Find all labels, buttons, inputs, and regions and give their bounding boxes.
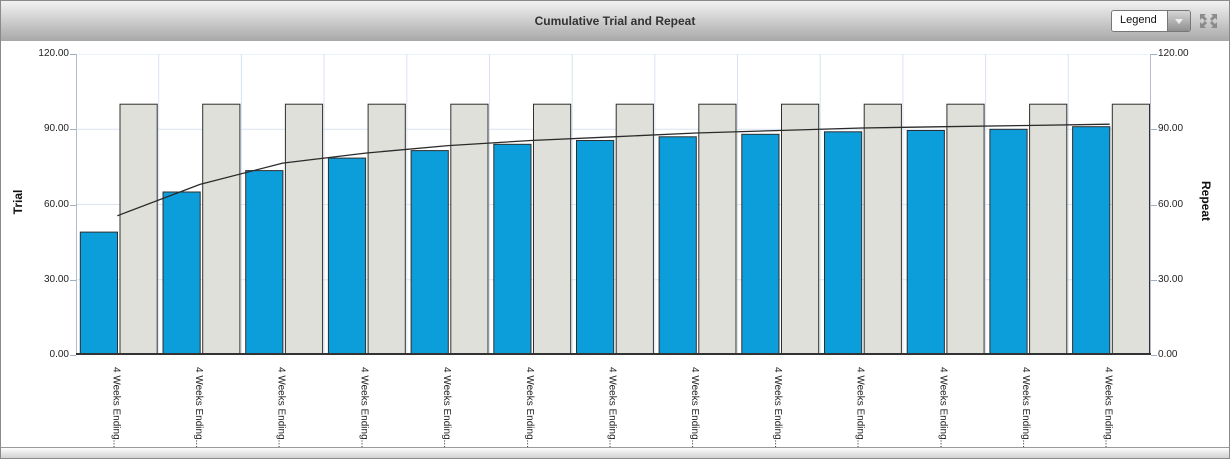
maximize-icon[interactable] (1199, 13, 1219, 30)
left-axis-tick-mark (70, 279, 76, 281)
trial-bar[interactable] (79, 231, 119, 355)
chart-header: Cumulative Trial and Repeat Legend (1, 1, 1229, 42)
repeat-bar[interactable] (863, 103, 902, 355)
repeat-bar[interactable] (698, 103, 737, 355)
legend-dropdown[interactable]: Legend (1111, 10, 1191, 32)
right-axis-tick-mark (1151, 355, 1157, 356)
x-axis-category-label: 4 Weeks Ending... (193, 367, 204, 448)
plot-svg (76, 54, 1151, 355)
x-axis-category-label: 4 Weeks Ending... (771, 367, 783, 448)
repeat-bar[interactable] (450, 103, 489, 355)
repeat-bar[interactable] (781, 103, 820, 355)
chevron-down-icon (1175, 18, 1183, 24)
line-series-line (117, 123, 1110, 217)
trial-bar[interactable] (162, 191, 201, 355)
x-axis-category-label: 4 Weeks Ending... (689, 367, 701, 448)
right-axis-tick-label: 30.00 (1158, 273, 1184, 285)
x-axis-category-label: 4 Weeks Ending... (441, 367, 453, 448)
right-axis-tick-mark (1151, 129, 1157, 131)
legend-dropdown-button[interactable] (1167, 11, 1190, 31)
trial-bar[interactable] (410, 150, 449, 355)
right-axis-tick-label: 60.00 (1158, 198, 1184, 210)
trial-bar[interactable] (576, 140, 615, 356)
x-axis-category-label: 4 Weeks Ending... (1020, 367, 1031, 448)
right-axis-tick-label: 120.00 (1158, 48, 1189, 59)
repeat-bar[interactable] (615, 103, 654, 355)
repeat-bar[interactable] (1111, 103, 1151, 355)
chart-title: Cumulative Trial and Repeat (534, 14, 696, 28)
right-axis-tick-label: 0.00 (1158, 349, 1178, 360)
trial-bar[interactable] (245, 170, 284, 355)
right-axis-tick-mark (1151, 204, 1157, 206)
trial-bar[interactable] (741, 133, 780, 355)
left-axis-tick-label: 0.00 (49, 349, 69, 360)
trial-bar[interactable] (906, 130, 945, 356)
left-axis-tick-mark (70, 355, 76, 356)
trial-bar[interactable] (1072, 126, 1111, 355)
repeat-bar[interactable] (202, 103, 241, 355)
x-axis-category-label: 4 Weeks Ending... (358, 367, 370, 448)
left-axis-tick-mark (70, 129, 76, 131)
left-axis-tick-label: 90.00 (43, 123, 69, 135)
trial-bar[interactable] (493, 143, 532, 355)
left-axis-tick-mark (70, 54, 76, 55)
x-axis-category-label: 4 Weeks Ending... (1102, 367, 1114, 448)
x-axis-category-label: 4 Weeks Ending... (937, 367, 949, 448)
chart-area: Trial Repeat 0.00 30.00 60.00 90.00 120.00 0.… (1, 41, 1229, 449)
left-axis-tick-label: 30.00 (43, 273, 69, 285)
right-axis-tick-label: 90.00 (1158, 123, 1184, 135)
repeat-bar[interactable] (367, 103, 406, 355)
repeat-bar[interactable] (946, 103, 985, 355)
trial-bar[interactable] (658, 136, 697, 355)
right-axis-tick-mark (1151, 54, 1157, 55)
trial-bar[interactable] (327, 157, 367, 355)
left-axis-tick-label: 60.00 (43, 198, 69, 210)
x-axis-category-label: 4 Weeks Ending... (275, 367, 287, 448)
x-axis-category-label: 4 Weeks Ending... (110, 367, 122, 448)
right-axis-tick-mark (1151, 279, 1157, 281)
legend-dropdown-value[interactable]: Legend (1112, 11, 1167, 31)
x-axis-category-label: 4 Weeks Ending... (854, 367, 866, 448)
x-axis-category-label: 4 Weeks Ending... (606, 367, 618, 448)
repeat-bar[interactable] (1029, 103, 1068, 355)
trial-bar[interactable] (824, 131, 863, 355)
header-controls: Legend (1111, 1, 1219, 41)
trial-bar[interactable] (989, 128, 1028, 355)
repeat-bar[interactable] (533, 103, 572, 355)
repeat-bar[interactable] (119, 103, 158, 355)
left-axis-tick-label: 120.00 (38, 48, 69, 59)
left-axis-tick-mark (70, 204, 76, 206)
x-axis-category-label: 4 Weeks Ending... (523, 367, 535, 448)
repeat-bar[interactable] (284, 103, 324, 355)
footer-bar (1, 447, 1229, 458)
